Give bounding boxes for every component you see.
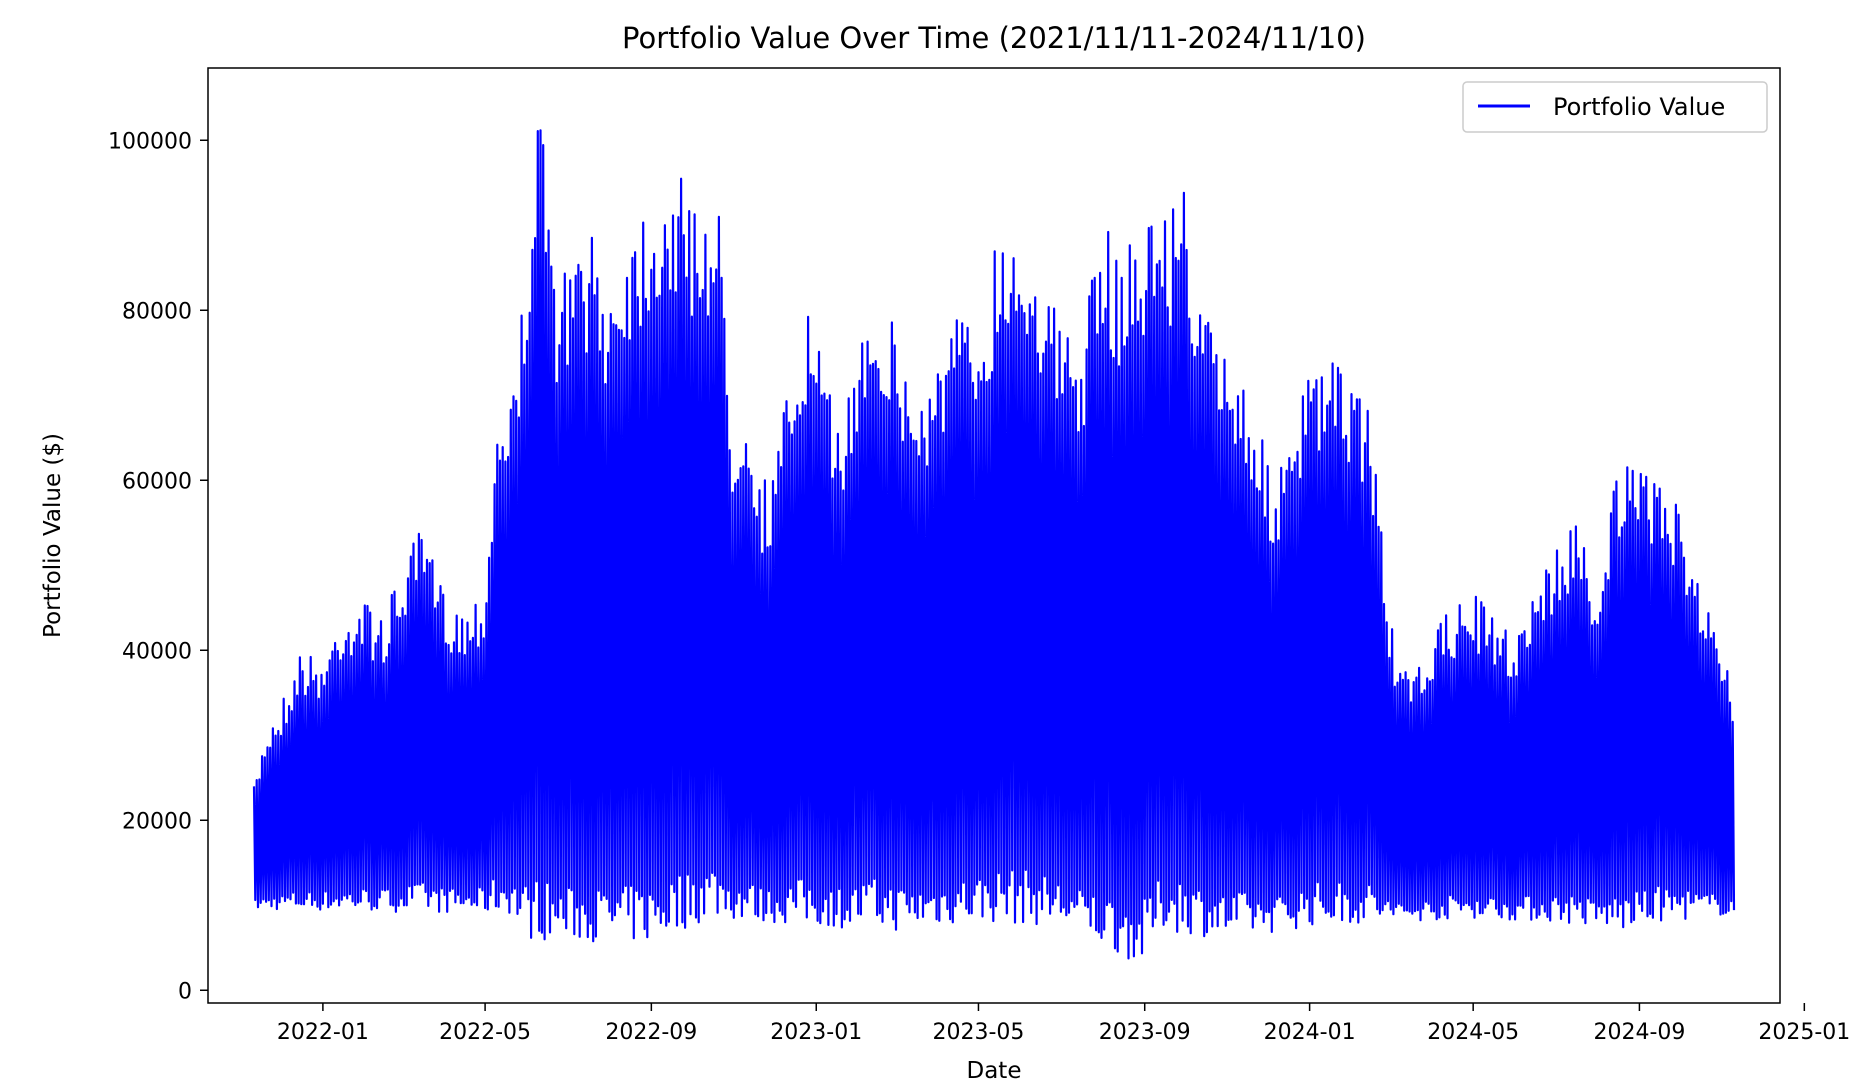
x-tick-label: 2022-05 [439,1020,531,1045]
y-axis-title: Portfolio Value ($) [40,433,66,638]
chart-title: Portfolio Value Over Time (2021/11/11-20… [622,21,1366,55]
y-tick-label: 0 [178,979,192,1004]
legend-label: Portfolio Value [1553,93,1725,121]
x-tick-label: 2022-09 [605,1020,697,1045]
y-tick-label: 20000 [122,809,192,834]
y-tick-label: 100000 [108,129,192,154]
x-tick-label: 2024-01 [1264,1020,1356,1045]
y-tick-label: 60000 [122,469,192,494]
legend: Portfolio Value [1462,81,1768,133]
y-axis: 0 20000 40000 60000 80000 100000 [108,129,208,1004]
plot-frame [207,67,1781,1004]
x-tick-label: 2023-09 [1099,1020,1191,1045]
x-tick-label: 2025-01 [1758,1020,1850,1045]
x-axis: 2022-01 2022-05 2022-09 2023-01 2023-05 2023-… [277,1003,1850,1045]
series-line-portfolio-value [252,129,1736,960]
x-tick-label: 2023-05 [932,1020,1024,1045]
y-tick-label: 40000 [122,639,192,664]
legend-box [1462,81,1768,133]
x-tick-label: 2023-01 [770,1020,862,1045]
series-layer [252,129,1736,960]
x-tick-label: 2024-09 [1593,1020,1685,1045]
x-axis-title: Date [967,1058,1022,1084]
x-tick-label: 2024-05 [1427,1020,1519,1045]
y-tick-label: 80000 [122,299,192,324]
x-tick-label: 2022-01 [277,1020,369,1045]
